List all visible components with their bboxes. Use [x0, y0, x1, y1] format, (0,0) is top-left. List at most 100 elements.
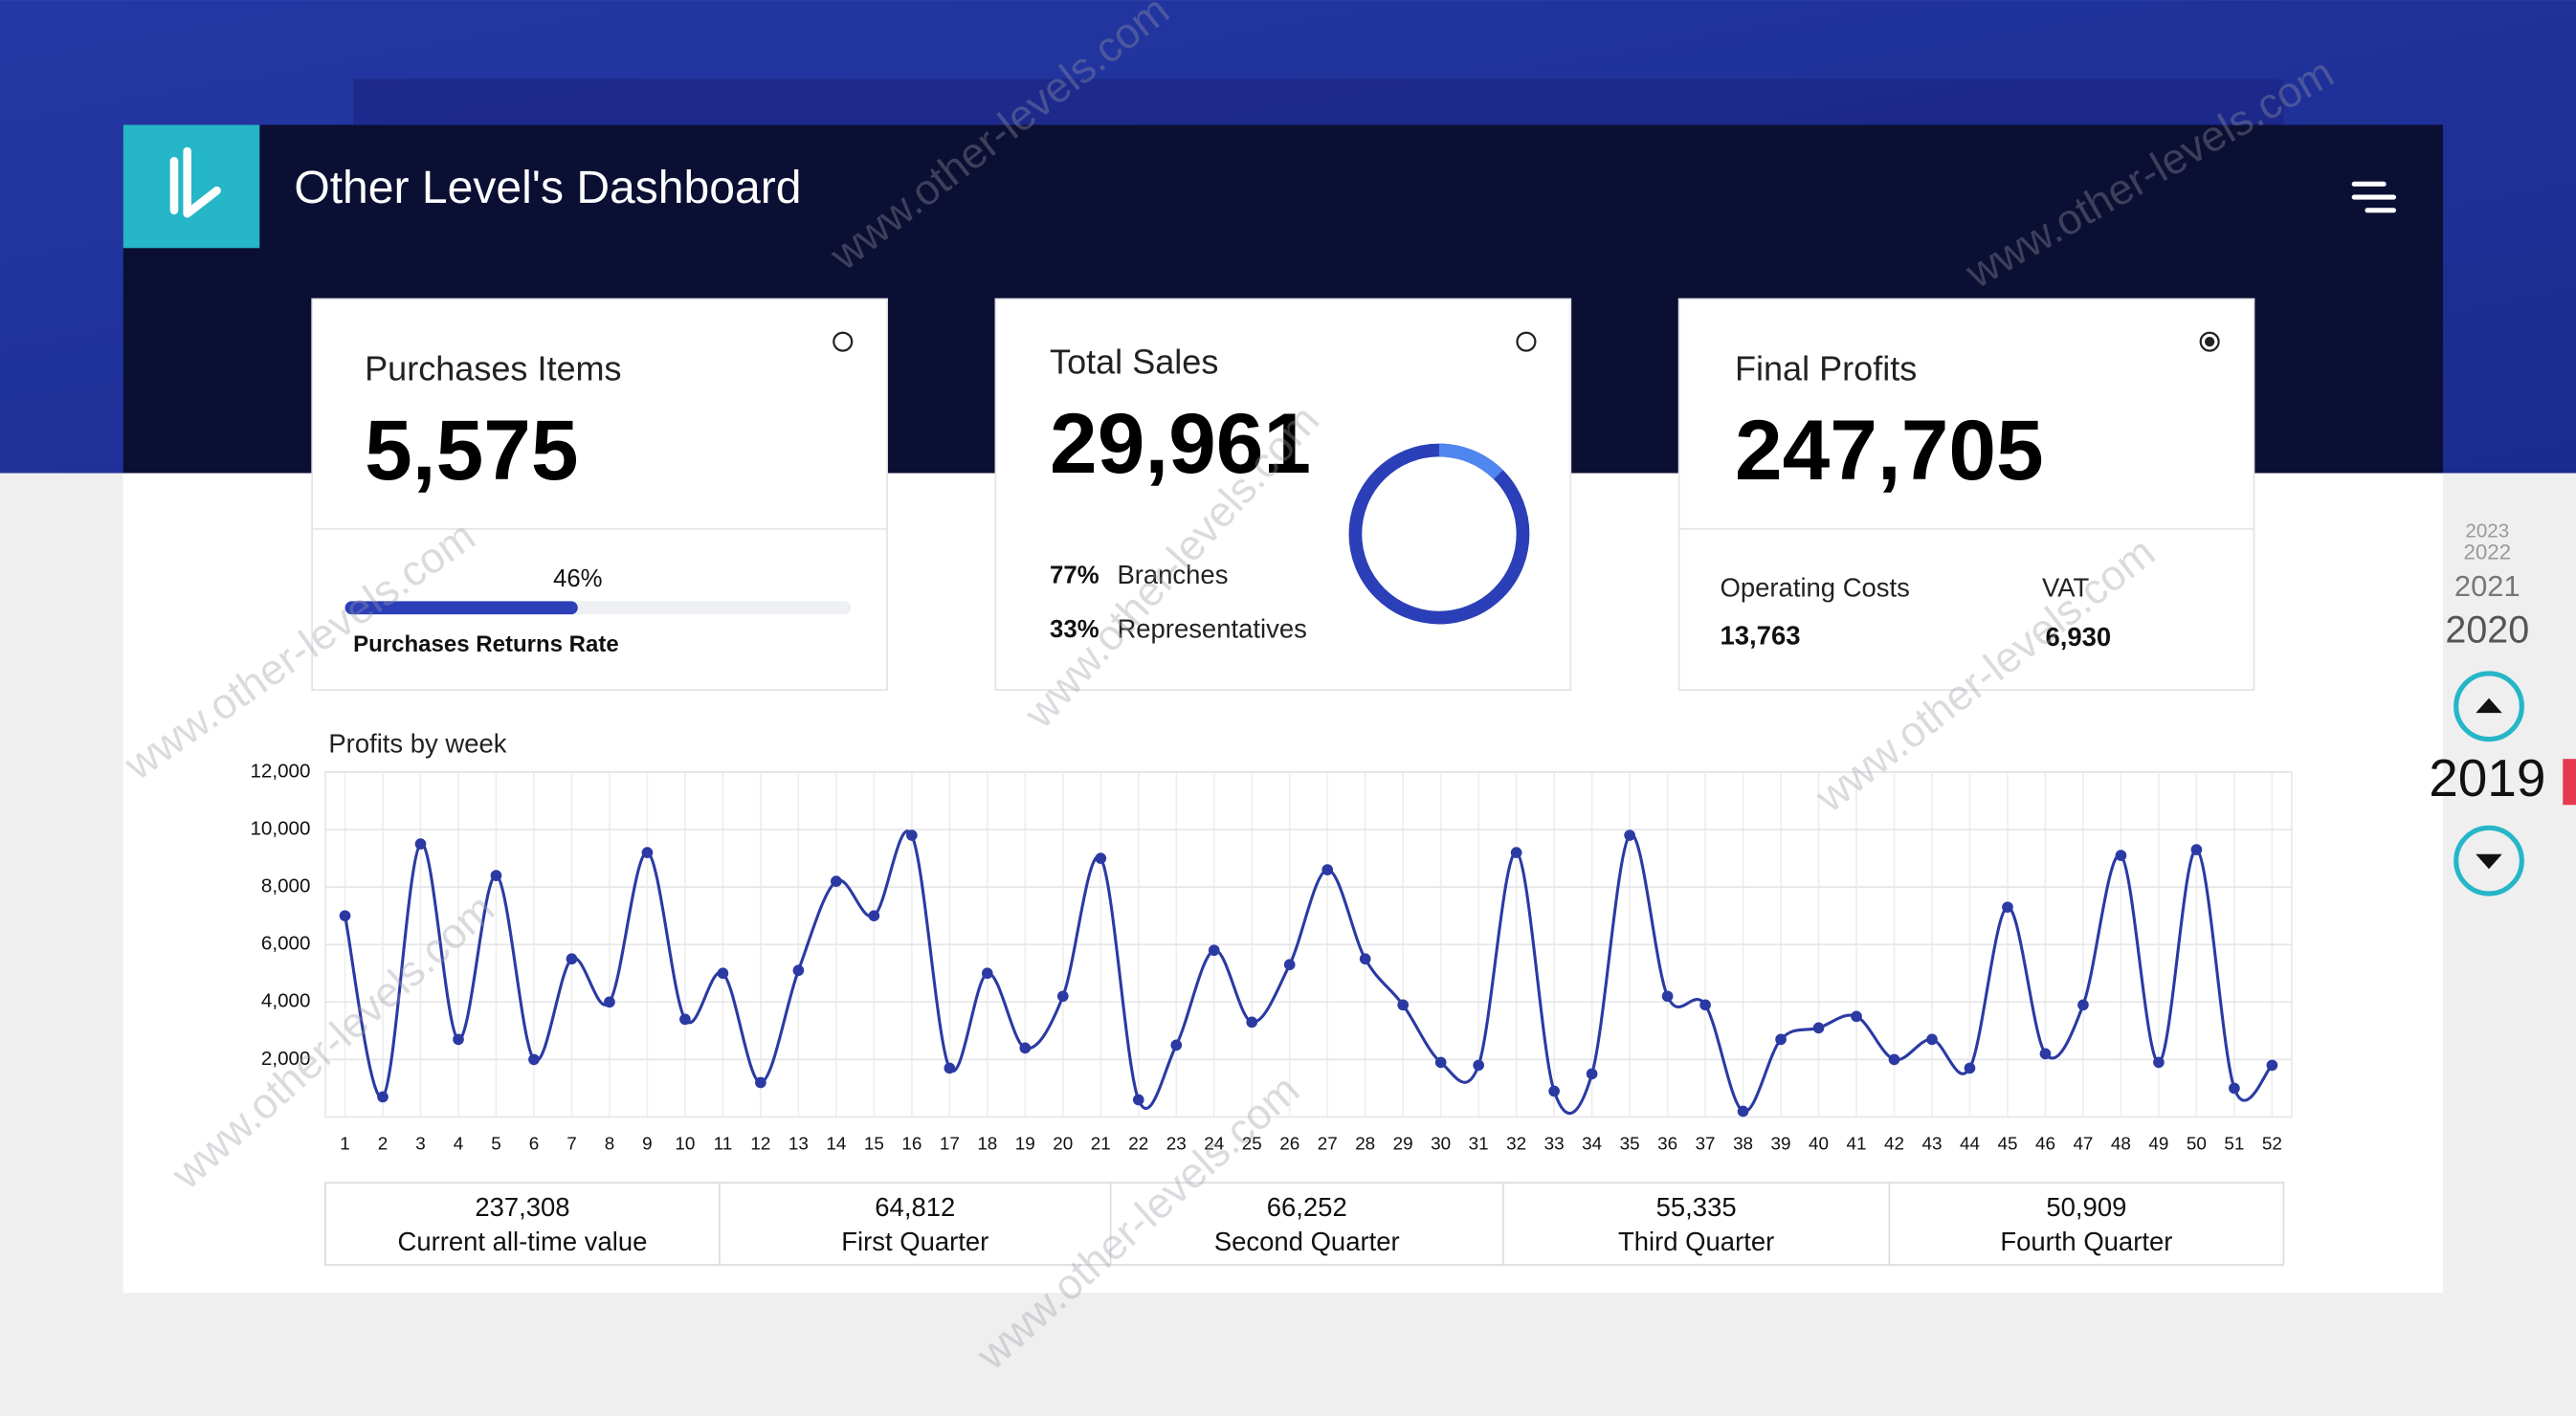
point [1661, 990, 1674, 1003]
year-up-button[interactable] [2454, 671, 2524, 742]
x-tick-label: 38 [1733, 1135, 1753, 1155]
summary-label: Second Quarter [1214, 1227, 1400, 1256]
x-tick-label: 25 [1242, 1135, 1262, 1155]
summary-value: 237,308 [475, 1192, 569, 1222]
point [1624, 830, 1635, 841]
progress-caption: Purchases Returns Rate [353, 631, 619, 657]
share-label: Branches [1117, 560, 1228, 589]
point [1473, 1059, 1484, 1072]
line [344, 830, 2274, 1115]
x-tick-label: 36 [1657, 1135, 1677, 1155]
point [1434, 1056, 1447, 1069]
point [944, 1062, 956, 1074]
card-value: 5,575 [365, 402, 578, 498]
x-tick-label: 17 [940, 1135, 960, 1155]
button-ring[interactable] [2454, 825, 2524, 896]
year-down-button[interactable] [2454, 825, 2524, 896]
point [1246, 1016, 1258, 1029]
menu-button[interactable] [2351, 181, 2397, 213]
year[interactable]: 2023 [2465, 520, 2509, 542]
card-title: Purchases Items [365, 349, 621, 388]
year[interactable]: 2020 [2445, 608, 2529, 651]
point [1586, 1068, 1598, 1080]
x-tick-label: 21 [1091, 1135, 1111, 1155]
card-title: Total Sales [1050, 343, 1218, 382]
x-tick-label: 43 [1922, 1135, 1943, 1155]
x-tick-label: 24 [1204, 1135, 1224, 1155]
x-tick-label: 2 [378, 1135, 389, 1155]
button-ring[interactable] [2454, 671, 2524, 742]
summary-label: Third Quarter [1618, 1227, 1774, 1256]
share: 33% [1050, 616, 1099, 643]
radio-dot [2204, 336, 2215, 347]
point [981, 967, 993, 980]
arrow-up[interactable] [2476, 697, 2502, 714]
point [2266, 1059, 2278, 1072]
year[interactable]: 2022 [2463, 541, 2511, 564]
x-tick-label: 40 [1809, 1135, 1829, 1155]
item-value: 13,763 [1721, 620, 1801, 650]
x-tick-label: 50 [2187, 1135, 2207, 1155]
x-tick-label: 15 [864, 1135, 884, 1155]
point [831, 875, 842, 887]
radio[interactable] [1516, 331, 1537, 352]
point [906, 830, 918, 841]
point [1510, 847, 1522, 858]
x-tick-label: 16 [901, 1135, 922, 1155]
x-tick-label: 34 [1582, 1135, 1602, 1155]
x-tick-label: 28 [1355, 1135, 1375, 1155]
x-tick-label: 31 [1469, 1135, 1489, 1155]
x-tick-label: 19 [1015, 1135, 1035, 1155]
x-tick-label: 47 [2073, 1135, 2093, 1155]
point [1888, 1053, 1900, 1066]
year[interactable]: 2021 [2454, 569, 2520, 603]
x-tick-label: 11 [714, 1135, 733, 1155]
point [755, 1076, 766, 1089]
x-tick-label: 30 [1431, 1135, 1451, 1155]
x-tick-label: 18 [977, 1135, 997, 1155]
x-tick-label: 27 [1318, 1135, 1338, 1155]
point [1208, 944, 1220, 957]
summary-value: 50,909 [2046, 1192, 2126, 1222]
share: 77% [1050, 562, 1099, 588]
card-title: Final Profits [1735, 349, 1917, 388]
x-tick-label: 3 [415, 1135, 426, 1155]
point [1775, 1033, 1787, 1046]
point [792, 964, 805, 977]
point [1926, 1033, 1938, 1046]
point [1095, 852, 1107, 864]
point [1699, 999, 1711, 1011]
point [2190, 844, 2203, 855]
logo-icon [169, 146, 221, 218]
summary-value: 55,335 [1656, 1192, 1737, 1222]
summary-label: Fourth Quarter [2000, 1227, 2172, 1256]
item-value: 6,930 [2045, 622, 2111, 652]
point [641, 847, 654, 858]
point [2229, 1082, 2240, 1095]
point [1170, 1039, 1183, 1051]
point [1812, 1022, 1825, 1034]
x-tick-label: 42 [1884, 1135, 1904, 1155]
x-tick-label: 48 [2111, 1135, 2131, 1155]
point [1132, 1094, 1144, 1106]
selected-year[interactable]: 2019 [2429, 748, 2545, 808]
x-tick-label: 33 [1544, 1135, 1565, 1155]
back-layer [353, 78, 2284, 125]
x-tick-label: 52 [2262, 1135, 2282, 1155]
point [2002, 901, 2013, 914]
y-tick-label: 6,000 [261, 933, 311, 955]
point [339, 910, 351, 922]
x-tick-label: 4 [454, 1135, 464, 1155]
x-tick-label: 1 [340, 1135, 350, 1155]
radio[interactable] [2199, 331, 2220, 352]
card-value: 29,961 [1050, 395, 1311, 491]
point [1737, 1105, 1749, 1117]
radio[interactable] [833, 331, 854, 352]
x-tick-label: 10 [675, 1135, 695, 1155]
card [1677, 298, 2255, 691]
arrow-down[interactable] [2476, 853, 2502, 870]
point [528, 1053, 540, 1066]
summary-label: First Quarter [841, 1227, 988, 1256]
